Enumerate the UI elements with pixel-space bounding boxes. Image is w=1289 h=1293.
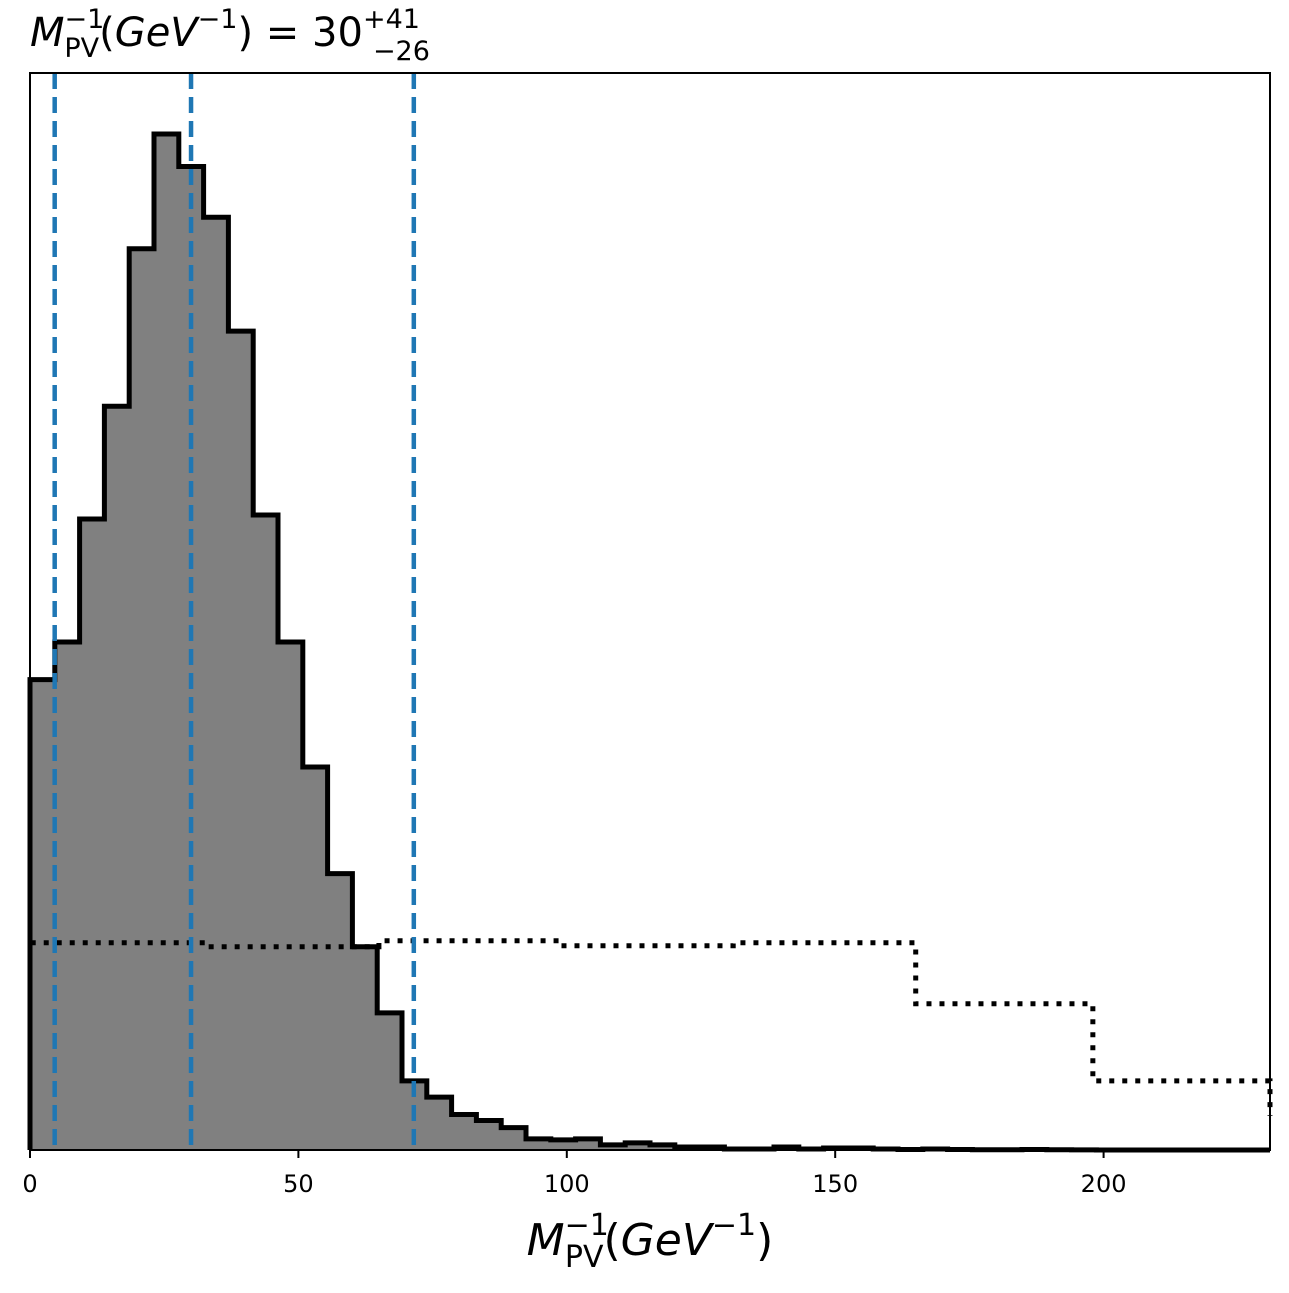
x-tick-label: 150 bbox=[812, 1170, 858, 1198]
xlabel-symbol-sup: −1 bbox=[565, 1208, 609, 1243]
title-equals: = bbox=[253, 10, 312, 56]
posterior-bar bbox=[30, 679, 56, 1150]
posterior-bar bbox=[451, 1114, 477, 1150]
chart-title: M−1 PV(GeV−1) = 30+41 −26 bbox=[30, 4, 430, 67]
x-tick-label: 0 bbox=[22, 1170, 37, 1198]
x-tick-label: 100 bbox=[544, 1170, 590, 1198]
xlabel-unit-open: ( bbox=[603, 1215, 620, 1266]
title-symbol-sub: PV bbox=[64, 33, 99, 64]
title-unit: GeV bbox=[115, 10, 201, 56]
title-unit-open: ( bbox=[99, 10, 115, 56]
posterior-bar bbox=[426, 1097, 453, 1150]
title-err-minus: −26 bbox=[373, 36, 430, 67]
posterior-bar bbox=[79, 519, 105, 1150]
posterior-bar bbox=[129, 248, 155, 1150]
posterior-bar bbox=[501, 1127, 527, 1150]
posterior-bar bbox=[203, 217, 229, 1151]
title-unit-sup: −1 bbox=[198, 4, 238, 35]
posterior-bar bbox=[476, 1120, 502, 1150]
title-symbol: M bbox=[30, 10, 65, 56]
xlabel-unit-sup: −1 bbox=[712, 1208, 756, 1243]
posterior-bar bbox=[327, 873, 353, 1150]
posterior-bar bbox=[650, 1144, 676, 1150]
title-symbol-sup: −1 bbox=[65, 4, 105, 35]
title-err-plus: +41 bbox=[363, 4, 420, 35]
posterior-bar bbox=[377, 1012, 403, 1150]
x-axis-label: M−1 PV(GeV−1) bbox=[527, 1208, 774, 1275]
posterior-bar bbox=[253, 514, 279, 1150]
plot-area bbox=[27, 73, 1273, 1153]
xlabel-symbol-sub: PV bbox=[565, 1240, 604, 1275]
xlabel-unit-close: ) bbox=[756, 1215, 773, 1266]
posterior-bar bbox=[302, 766, 329, 1150]
posterior-bar bbox=[575, 1138, 601, 1150]
x-tick-label: 200 bbox=[1081, 1170, 1127, 1198]
posterior-bar bbox=[154, 133, 180, 1150]
posterior-bar bbox=[104, 406, 130, 1150]
xlabel-unit: GeV bbox=[621, 1215, 715, 1266]
posterior-bar bbox=[278, 641, 304, 1150]
x-tick-label: 50 bbox=[283, 1170, 314, 1198]
title-value: 30 bbox=[312, 10, 363, 56]
posterior-bar bbox=[550, 1139, 577, 1150]
xlabel-symbol: M bbox=[527, 1215, 565, 1266]
posterior-bar bbox=[625, 1142, 651, 1150]
title-unit-close: ) bbox=[237, 10, 253, 56]
posterior-bar bbox=[228, 331, 254, 1150]
x-axis-ticks: 0 50 100 150 200 bbox=[22, 1150, 1126, 1198]
posterior-bar bbox=[54, 641, 81, 1150]
posterior-bar bbox=[352, 946, 378, 1150]
posterior-bar bbox=[526, 1138, 552, 1150]
posterior-bar bbox=[600, 1144, 626, 1150]
axes-frame bbox=[29, 72, 1271, 1151]
